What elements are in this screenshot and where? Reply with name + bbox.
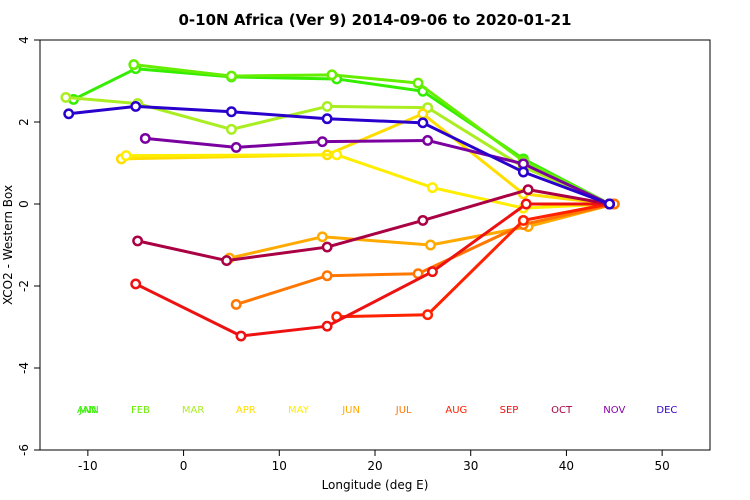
data-point [520,198,532,210]
series-may [120,149,615,214]
y-tick-label: -4 [17,362,31,374]
data-point [235,330,247,342]
data-point [120,150,132,162]
series-line [137,188,610,263]
legend-label-oct: OCT [551,405,573,416]
data-point [422,135,434,146]
series-line [72,67,611,206]
legend-label-jul: JUL [395,405,412,416]
legend-label-jan: JAN [78,405,96,416]
y-axis-label: XCO2 - Western Box [1,185,15,305]
data-point [417,117,429,129]
x-tick-label: 20 [367,459,382,473]
y-tick-label: -6 [17,444,31,456]
data-point [326,69,338,81]
series-line [126,153,610,210]
data-point [130,278,142,290]
legend-label-may: MAY [288,405,310,416]
data-point [316,231,328,243]
legend-label-jun: JUN [341,405,360,416]
data-point [417,108,429,120]
legend-label-aug: AUG [445,405,467,416]
series-dec [63,100,615,210]
data-point [425,239,436,251]
data-point [426,182,438,194]
data-point [321,320,333,332]
data-point [321,241,333,253]
series-line [133,63,611,206]
x-tick-label: 0 [180,459,188,473]
data-point [417,214,429,226]
axes: -10 0 10 20 30 40 50 -6 -4 -2 0 2 4 [17,36,670,473]
series-line [145,136,611,206]
data-point [130,100,142,112]
data-point [321,113,333,125]
data-point [412,77,424,89]
legend-label-ann: ANN [77,405,99,416]
legend-label-feb: FEB [131,405,150,416]
data-point [331,149,343,161]
y-tick-label: 0 [17,200,31,208]
data-point [225,123,237,135]
data-point [517,166,529,178]
series-line [135,202,610,338]
data-point [517,214,529,226]
series-group [60,59,620,342]
y-tick-label: -2 [17,280,31,292]
x-tick-label: 30 [463,459,478,473]
series-line [229,202,615,260]
x-tick-label: -10 [78,459,98,473]
x-tick-label: 50 [655,459,670,473]
data-point [321,270,333,282]
series-line [336,202,610,319]
data-point [63,108,75,120]
data-point [139,132,151,144]
y-tick-label: 2 [17,118,31,126]
data-point [60,91,72,103]
legend-label-dec: DEC [656,405,677,416]
x-axis-label: Longitude (deg E) [322,478,429,492]
data-point [128,59,140,71]
data-point [426,266,438,278]
data-point [321,100,333,112]
data-point [132,235,144,247]
data-point [230,299,242,310]
legend-label-nov: NOV [603,405,625,416]
legend-label-mar: MAR [182,405,204,416]
data-point [221,255,233,267]
chart-title: 0-10N Africa (Ver 9) 2014-09-06 to 2020-… [179,11,572,29]
data-point [225,106,237,118]
y-tick-label: 4 [17,36,31,44]
data-point [522,184,534,196]
data-point [225,70,237,82]
data-point [316,136,328,148]
series-apr [115,108,615,210]
data-point [230,141,242,153]
legend-label-sep: SEP [500,405,519,416]
legend-label-apr: APR [236,405,256,416]
x-tick-label: 10 [272,459,287,473]
x-tick-label: 40 [559,459,574,473]
data-point [604,198,615,210]
data-point [422,309,434,321]
